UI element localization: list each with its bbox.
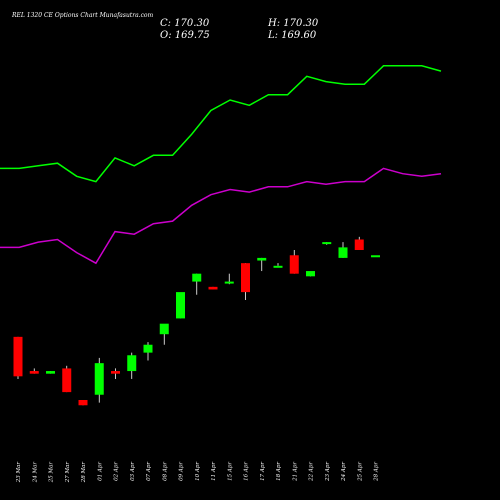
close-value: C: 170.30: [160, 18, 210, 29]
candle-up: [273, 265, 283, 268]
candle-down: [78, 400, 88, 406]
high-value: H: 170.30: [268, 18, 319, 29]
candle-up: [192, 273, 202, 282]
lower-band-line: [0, 167, 442, 265]
x-tick-label: 25 Mar: [49, 462, 55, 484]
candle-down: [13, 336, 23, 377]
x-tick-label: 24 Apr: [341, 462, 347, 482]
candle-down: [111, 371, 120, 374]
candle-down: [62, 368, 72, 393]
x-tick-label: 23 Mar: [16, 462, 22, 484]
x-tick-label: 03 Apr: [130, 462, 136, 481]
x-tick-label: 15 Apr: [227, 462, 233, 481]
x-tick-label: 22 Apr: [309, 462, 315, 482]
candle-up: [46, 371, 55, 374]
x-tick-label: 28 Mar: [81, 462, 87, 484]
x-axis-labels: 23 Mar 24 Mar 25 Mar 27 Mar 28 Mar 01 Apr 02 A…: [16, 462, 380, 484]
candle-up: [176, 292, 185, 319]
x-tick-label: 10 Apr: [195, 462, 201, 481]
x-tick-label: 21 Apr: [292, 462, 298, 482]
low-value: L: 169.60: [268, 30, 317, 41]
x-tick-label: 07 Apr: [146, 462, 152, 481]
candle-up: [371, 255, 380, 258]
x-tick-label: 01 Apr: [97, 462, 103, 481]
x-tick-label: 18 Apr: [276, 462, 282, 481]
chart-title: REL 1320 CE Options Chart Munafasutra.co…: [12, 12, 154, 19]
candle-down: [29, 371, 39, 374]
candle-down: [354, 239, 364, 250]
candle-down: [289, 255, 299, 274]
x-tick-label: 25 Apr: [357, 462, 363, 482]
candle-up: [224, 281, 234, 284]
x-tick-label: 08 Apr: [162, 462, 168, 481]
open-value: O: 169.75: [160, 30, 210, 41]
candle-up: [257, 257, 267, 261]
x-tick-label: 24 Mar: [32, 462, 38, 484]
x-tick-label: 02 Apr: [114, 462, 120, 481]
x-tick-label: 23 Apr: [325, 462, 331, 482]
candles-layer: [13, 236, 380, 406]
candle-down: [208, 286, 218, 290]
candle-up: [338, 247, 348, 258]
x-tick-label: 11 Apr: [211, 462, 217, 481]
candle-down: [241, 263, 250, 293]
candle-up: [127, 355, 137, 372]
x-tick-label: 16 Apr: [244, 462, 250, 481]
bands-layer: [0, 65, 442, 265]
candle-up: [322, 242, 332, 245]
x-tick-label: 27 Mar: [65, 462, 71, 484]
x-tick-label: 28 Apr: [374, 462, 380, 482]
candle-up: [94, 363, 104, 395]
x-tick-label: 17 Apr: [260, 462, 266, 481]
upper-band-line: [0, 65, 442, 183]
candle-up: [143, 344, 153, 353]
candle-up: [159, 323, 169, 335]
candle-up: [306, 271, 315, 277]
x-tick-label: 09 Apr: [179, 462, 185, 481]
